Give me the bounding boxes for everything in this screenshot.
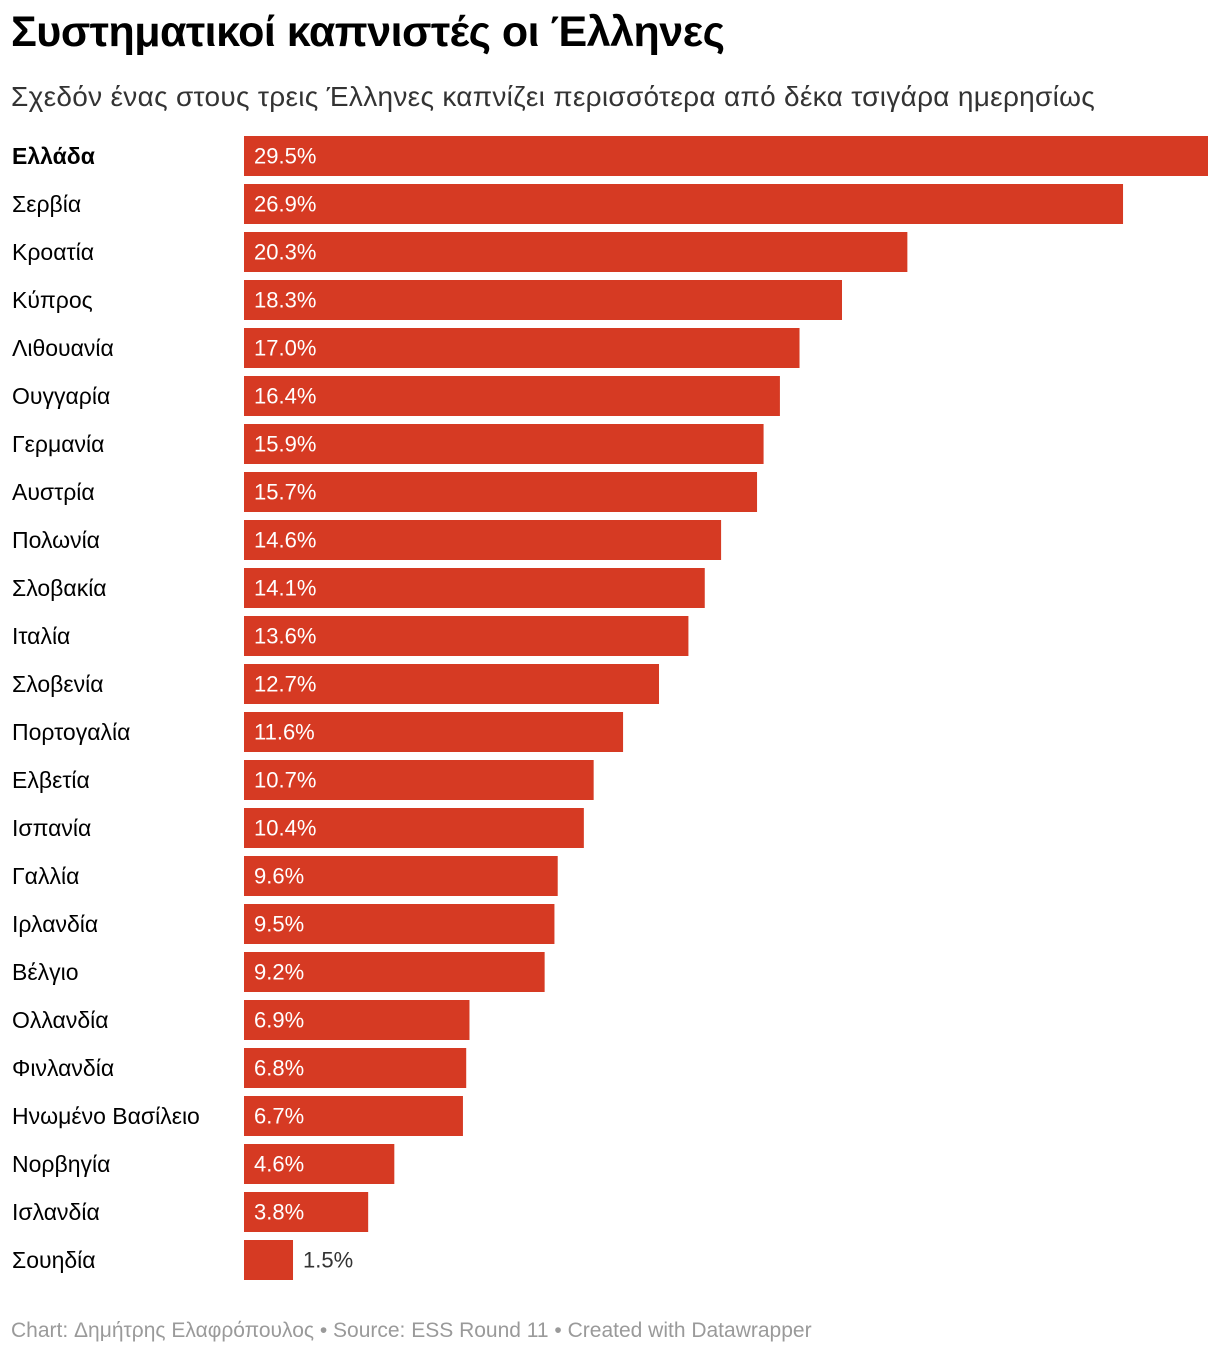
category-label: Ισπανία bbox=[12, 815, 91, 841]
bar-13 bbox=[244, 760, 594, 800]
bar-9 bbox=[244, 568, 705, 608]
category-label: Σλοβακία bbox=[12, 575, 107, 601]
bar-8 bbox=[244, 520, 722, 560]
value-label: 9.2% bbox=[254, 960, 304, 985]
bar-23 bbox=[244, 1240, 294, 1280]
bar-22 bbox=[244, 1192, 369, 1232]
value-label: 9.5% bbox=[254, 912, 304, 937]
value-label: 20.3% bbox=[254, 240, 316, 265]
value-label: 15.9% bbox=[254, 432, 316, 457]
value-label: 10.4% bbox=[254, 816, 316, 841]
category-label: Πολωνία bbox=[12, 527, 100, 553]
chart-footer-credit: Chart: Δημήτρης Ελαφρόπουλος • Source: E… bbox=[11, 1319, 812, 1342]
value-label: 6.9% bbox=[254, 1008, 304, 1033]
category-label: Λιθουανία bbox=[12, 335, 114, 361]
category-label: Φινλανδία bbox=[12, 1055, 114, 1081]
category-label: Κύπρος bbox=[12, 287, 93, 313]
category-label: Σερβία bbox=[12, 191, 81, 217]
bar-2 bbox=[244, 232, 908, 272]
bar-15 bbox=[244, 856, 558, 896]
bar-4 bbox=[244, 328, 800, 368]
category-label: Ουγγαρία bbox=[12, 383, 110, 409]
category-label: Ηνωμένο Βασίλειο bbox=[12, 1103, 200, 1129]
value-label: 13.6% bbox=[254, 624, 316, 649]
value-label: 9.6% bbox=[254, 864, 304, 889]
category-label: Σλοβενία bbox=[12, 671, 104, 697]
value-label: 29.5% bbox=[254, 144, 316, 169]
bar-3 bbox=[244, 280, 843, 320]
bar-14 bbox=[244, 808, 584, 848]
value-label: 6.8% bbox=[254, 1056, 304, 1081]
value-label: 16.4% bbox=[254, 384, 316, 409]
category-label: Ιρλανδία bbox=[12, 911, 98, 937]
bar-16 bbox=[244, 904, 555, 944]
value-label: 3.8% bbox=[254, 1200, 304, 1225]
bar-19 bbox=[244, 1048, 467, 1088]
value-label: 11.6% bbox=[254, 720, 315, 745]
bar-21 bbox=[244, 1144, 395, 1184]
value-label: 26.9% bbox=[254, 192, 316, 217]
category-label: Πορτογαλία bbox=[12, 719, 130, 745]
category-label: Ολλανδία bbox=[12, 1007, 109, 1033]
bar-1 bbox=[244, 184, 1124, 224]
bar-7 bbox=[244, 472, 758, 512]
chart-title: Συστηματικοί καπνιστές οι Έλληνες bbox=[11, 8, 725, 56]
bar-12 bbox=[244, 712, 624, 752]
bar-10 bbox=[244, 616, 689, 656]
value-label: 14.1% bbox=[254, 576, 316, 601]
value-label: 6.7% bbox=[254, 1104, 304, 1129]
bar-18 bbox=[244, 1000, 470, 1040]
category-label: Ελβετία bbox=[12, 767, 90, 793]
chart-subtitle: Σχεδόν ένας στους τρεις Έλληνες καπνίζει… bbox=[11, 81, 1096, 112]
category-label: Ιταλία bbox=[12, 623, 70, 649]
value-label: 10.7% bbox=[254, 768, 316, 793]
value-label: 18.3% bbox=[254, 288, 316, 313]
category-label: Ισλανδία bbox=[12, 1199, 100, 1225]
category-label: Ελλάδα bbox=[12, 143, 95, 169]
category-label: Κροατία bbox=[12, 239, 94, 265]
value-label: 17.0% bbox=[254, 336, 316, 361]
bar-chart: Ελλάδα 29.5% Σερβία 26.9% Κροατία 20.3% Κύπρος… bbox=[12, 136, 1208, 1280]
value-label: 1.5% bbox=[303, 1248, 353, 1273]
value-label: 14.6% bbox=[254, 528, 316, 553]
category-label: Σουηδία bbox=[12, 1247, 96, 1273]
bar-20 bbox=[244, 1096, 463, 1136]
bar-5 bbox=[244, 376, 780, 416]
bar-11 bbox=[244, 664, 660, 704]
bar-0 bbox=[244, 136, 1208, 176]
value-label: 4.6% bbox=[254, 1152, 304, 1177]
category-label: Γαλλία bbox=[12, 863, 79, 889]
value-label: 15.7% bbox=[254, 480, 316, 505]
bar-6 bbox=[244, 424, 764, 464]
category-label: Γερμανία bbox=[12, 431, 104, 457]
category-label: Βέλγιο bbox=[12, 959, 79, 985]
category-label: Αυστρία bbox=[12, 479, 95, 505]
category-label: Νορβηγία bbox=[12, 1151, 110, 1177]
value-label: 12.7% bbox=[254, 672, 316, 697]
bar-17 bbox=[244, 952, 545, 992]
